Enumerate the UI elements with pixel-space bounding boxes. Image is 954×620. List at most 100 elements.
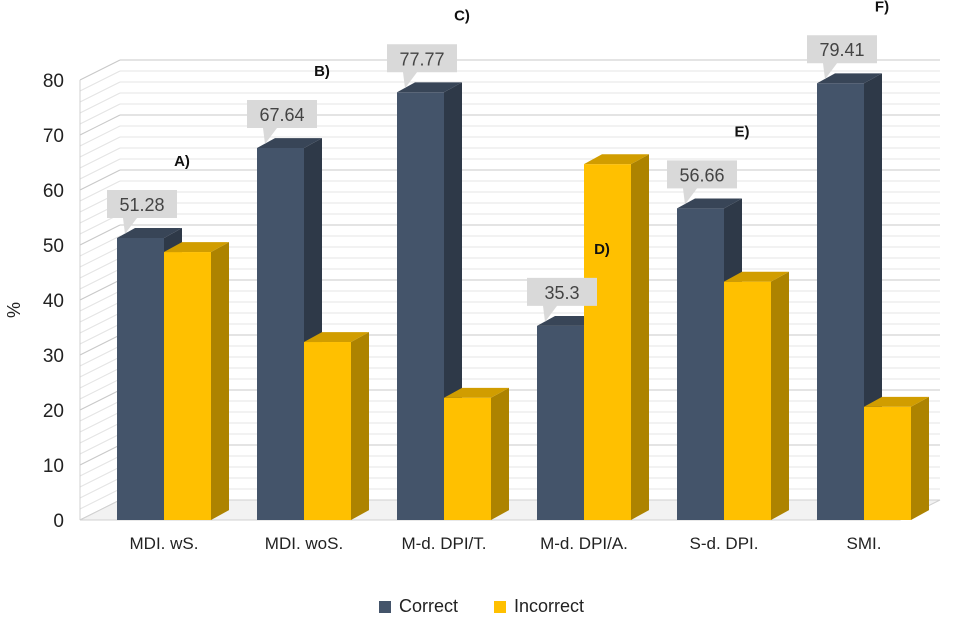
bar-correct-top [677, 198, 742, 209]
gridline-side [79, 224, 121, 246]
bar-incorrect-top [584, 154, 649, 165]
gridline-side [79, 367, 121, 389]
gridline-side [79, 279, 121, 301]
gridline-side [79, 455, 121, 477]
annotation-label: F) [875, 0, 889, 15]
bar-incorrect-side [211, 242, 229, 520]
bar-incorrect [164, 242, 229, 521]
bar-correct-top [117, 228, 182, 238]
y-tick-label: 30 [43, 346, 64, 367]
gridline-side [79, 466, 121, 488]
data-label-callout [807, 35, 877, 80]
data-label-text: 51.28 [119, 195, 164, 215]
bar-incorrect-side [491, 387, 509, 520]
bar-incorrect-side [351, 332, 369, 520]
data-label-text: 79.41 [819, 40, 864, 60]
data-label-correct: 51.28 [107, 189, 177, 234]
annotation-label: C) [454, 7, 470, 24]
legend-swatch-correct [379, 601, 391, 613]
gridline-side [79, 488, 121, 510]
annotation-label: D) [594, 241, 610, 258]
data-labels: 51.28 A) 67.64 B) 77.77 C) 35.3 D) 56.66 E) 79.41 F… [107, 0, 889, 322]
gridline-side [79, 290, 121, 312]
data-label-text: 35.3 [544, 283, 579, 303]
bar-incorrect [304, 332, 369, 520]
gridline-side [79, 411, 121, 433]
gridline-side [79, 334, 121, 356]
bar-incorrect-top [304, 332, 369, 343]
bar-incorrect-side [911, 396, 929, 520]
data-label-callout [387, 44, 457, 89]
data-label-correct: 77.77 [387, 44, 457, 89]
data-label-correct: 56.66 [667, 160, 737, 205]
bar-incorrect [584, 154, 649, 520]
gridline-side [79, 268, 121, 290]
bar-incorrect-top [444, 387, 509, 398]
gridline-side [79, 301, 121, 323]
gridline-side [79, 136, 121, 158]
gridline-side [79, 92, 121, 114]
gridline-side [79, 114, 121, 136]
gridline-side [79, 400, 121, 422]
bar-incorrect [444, 387, 509, 520]
gridline-side [79, 246, 121, 268]
gridline-side [79, 389, 121, 411]
x-category-label: M-d. DPI/A. [540, 534, 628, 553]
data-label-callout [527, 277, 597, 322]
data-label-callout [107, 189, 177, 234]
gridline-side [79, 378, 121, 400]
bar-incorrect [724, 271, 789, 520]
bar-incorrect-front [724, 281, 771, 520]
gridline-side [79, 158, 121, 180]
legend-swatch-incorrect [494, 601, 506, 613]
bar-correct-front [537, 325, 584, 520]
bar-incorrect [864, 396, 929, 520]
bar-incorrect-side [771, 271, 789, 520]
bar-incorrect-top [724, 271, 789, 282]
data-label-correct: 35.3 [527, 277, 597, 322]
bar-incorrect-front [164, 252, 211, 521]
bar-incorrect-top [164, 242, 229, 253]
bar-correct-front [817, 83, 864, 521]
bar-incorrect-front [864, 406, 911, 520]
y-tick-label: 20 [43, 401, 64, 422]
bar-incorrect-side [631, 154, 649, 520]
data-label-callout [247, 99, 317, 144]
gridline-side [79, 125, 121, 147]
legend-label-correct: Correct [399, 596, 458, 616]
bar-correct-top [257, 138, 322, 148]
data-label-text: 67.64 [259, 105, 304, 125]
bar-incorrect-front [584, 164, 631, 520]
gridline-side [79, 356, 121, 378]
gridline-side [79, 345, 121, 367]
data-label-correct: 79.41 [807, 35, 877, 80]
legend-label-incorrect: Incorrect [514, 596, 584, 616]
annotation-label: E) [735, 123, 750, 140]
bar-correct-front [677, 208, 724, 520]
data-label-text: 56.66 [679, 165, 724, 185]
bar-correct-front [117, 237, 164, 520]
y-tick-label: 60 [43, 181, 64, 202]
gridline-side [79, 147, 121, 169]
y-tick-label: 50 [43, 236, 64, 257]
bars [117, 73, 929, 521]
bar-correct-front [397, 92, 444, 520]
annotation-label: B) [314, 63, 330, 80]
y-tick-label: 0 [53, 511, 64, 532]
gridline-side [79, 169, 121, 191]
x-axis-categories: MDI. wS. MDI. woS. M-d. DPI/T. M-d. DPI/A. S… [130, 534, 882, 553]
gridline-side [79, 477, 121, 499]
bar-correct [677, 198, 742, 520]
annotation-label: A) [174, 153, 190, 170]
x-category-label: MDI. woS. [265, 534, 343, 553]
bar-correct-front [257, 147, 304, 521]
gridline-side [79, 312, 121, 334]
data-label-text: 77.77 [399, 49, 444, 69]
y-axis-label: % [4, 302, 24, 318]
y-axis: 0 10 20 30 40 50 60 70 80 [43, 71, 64, 532]
gridline-side [79, 180, 121, 202]
gridline-side [79, 235, 121, 257]
data-label-correct: 67.64 [247, 99, 317, 144]
bar-correct-top [817, 73, 882, 84]
